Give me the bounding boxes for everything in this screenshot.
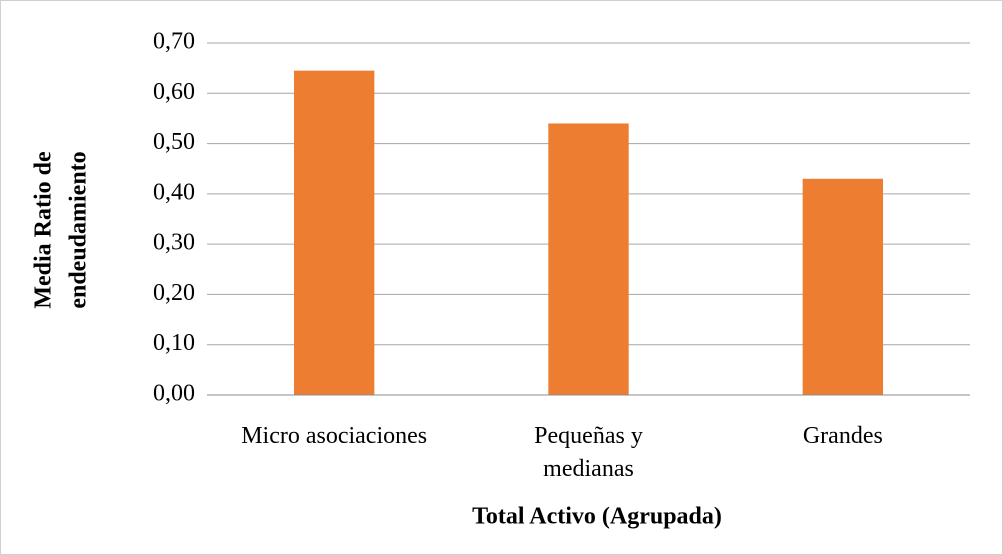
y-tick-label: 0,00 xyxy=(153,381,195,407)
y-tick-label: 0,30 xyxy=(153,230,195,256)
y-tick-label: 0,70 xyxy=(153,29,195,55)
bar xyxy=(802,178,884,395)
bar xyxy=(293,70,375,396)
x-tick-label: Micro asociaciones xyxy=(241,423,427,449)
y-tick-label: 0,60 xyxy=(153,79,195,105)
y-tick-label: 0,20 xyxy=(153,280,195,306)
x-tick-label: Pequeñas y medianas xyxy=(534,423,643,482)
bar xyxy=(548,123,629,395)
x-axis-label: Total Activo (Agrupada) xyxy=(472,504,722,530)
y-tick-label: 0,50 xyxy=(153,129,195,155)
y-axis-label: Media Ratio de xyxy=(31,151,57,309)
x-tick-label: Grandes xyxy=(803,423,883,449)
y-tick-label: 0,40 xyxy=(153,179,195,205)
y-axis-label: endeudamiento xyxy=(66,151,92,308)
y-tick-label: 0,10 xyxy=(153,330,195,356)
